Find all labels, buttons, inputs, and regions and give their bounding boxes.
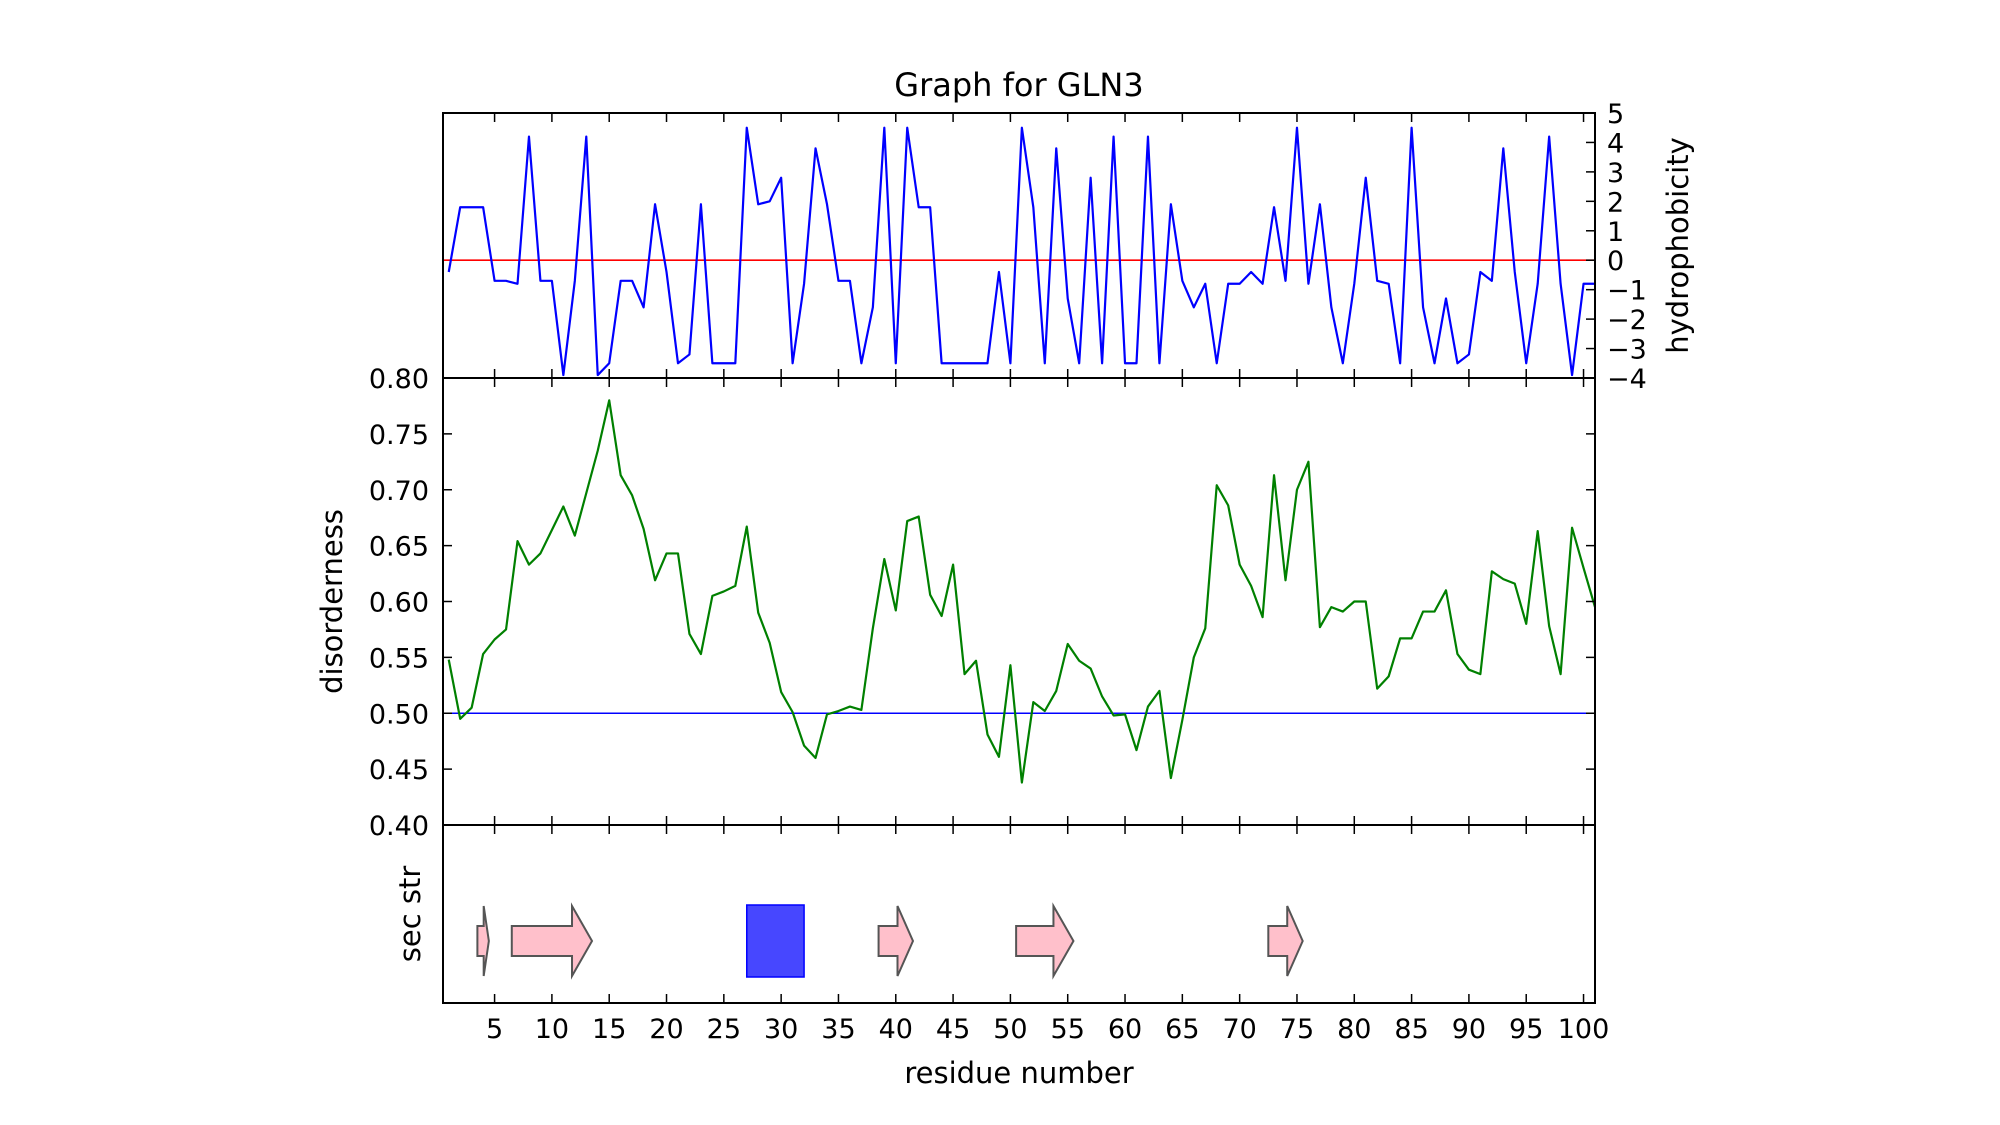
x-tick-label: 15 <box>592 1014 626 1045</box>
x-tick-label: 45 <box>936 1014 970 1045</box>
secondary-structure-panel-frame <box>442 824 1596 1004</box>
x-tick-label: 40 <box>879 1014 913 1045</box>
x-tick-label: 95 <box>1509 1014 1543 1045</box>
x-tick-label: 35 <box>821 1014 855 1045</box>
x-tick-label: 60 <box>1108 1014 1142 1045</box>
strand-arrow <box>877 905 915 977</box>
x-tick-label: 20 <box>649 1014 683 1045</box>
hydrophobicity-tick-label: 5 <box>1607 99 1624 130</box>
x-tick-label: 90 <box>1452 1014 1486 1045</box>
x-tick-label: 10 <box>535 1014 569 1045</box>
disorderness-tick-label: 0.50 <box>369 699 429 730</box>
x-tick-label: 30 <box>764 1014 798 1045</box>
hydrophobicity-tick-label: −4 <box>1607 364 1647 395</box>
strand-arrow <box>510 902 594 980</box>
disorderness-tick-label: 0.75 <box>369 420 429 451</box>
x-tick-label: 80 <box>1337 1014 1371 1045</box>
hydrophobicity-series-line <box>447 126 1595 377</box>
x-tick-label: 25 <box>707 1014 741 1045</box>
x-tick-label: 50 <box>993 1014 1027 1045</box>
strand-arrow <box>1015 902 1075 980</box>
hydrophobicity-tick-label: 2 <box>1607 187 1624 218</box>
disorderness-tick-label: 0.80 <box>369 364 429 395</box>
disorderness-tick-label: 0.60 <box>369 588 429 619</box>
disorderness-tick-label: 0.55 <box>369 643 429 674</box>
x-tick-label: 5 <box>486 1014 503 1045</box>
x-tick-label: 85 <box>1394 1014 1428 1045</box>
disorderness-series-line <box>447 399 1597 784</box>
hydrophobicity-tick-label: −3 <box>1607 335 1647 366</box>
hydrophobicity-tick-label: 0 <box>1607 246 1624 277</box>
x-tick-label: 100 <box>1558 1014 1610 1045</box>
hydrophobicity-tick-label: 1 <box>1607 217 1624 248</box>
hydrophobicity-tick-label: 3 <box>1607 158 1624 189</box>
disorderness-tick-label: 0.40 <box>369 811 429 842</box>
disorderness-tick-label: 0.70 <box>369 476 429 507</box>
chart-title: Graph for GLN3 <box>894 66 1143 104</box>
x-tick-label: 55 <box>1051 1014 1085 1045</box>
hydrophobicity-tick-label: 4 <box>1607 128 1624 159</box>
strand-arrow <box>1267 905 1304 977</box>
disorderness-axis-label: disorderness <box>315 509 349 694</box>
disorderness-tick-label: 0.45 <box>369 755 429 786</box>
x-axis-label: residue number <box>904 1056 1133 1090</box>
hydrophobicity-tick-label: −1 <box>1607 276 1647 307</box>
hydrophobicity-tick-label: −2 <box>1607 305 1647 336</box>
hydrophobicity-axis-label: hydrophobicity <box>1661 137 1695 354</box>
x-tick-label: 70 <box>1222 1014 1256 1045</box>
hydrophobicity-panel-frame <box>442 112 1596 379</box>
secondary-structure-axis-label: sec str <box>393 866 427 963</box>
strand-arrow <box>476 905 490 977</box>
x-tick-label: 75 <box>1280 1014 1314 1045</box>
disorderness-tick-label: 0.65 <box>369 532 429 563</box>
x-tick-label: 65 <box>1165 1014 1199 1045</box>
helix-block <box>746 904 805 978</box>
